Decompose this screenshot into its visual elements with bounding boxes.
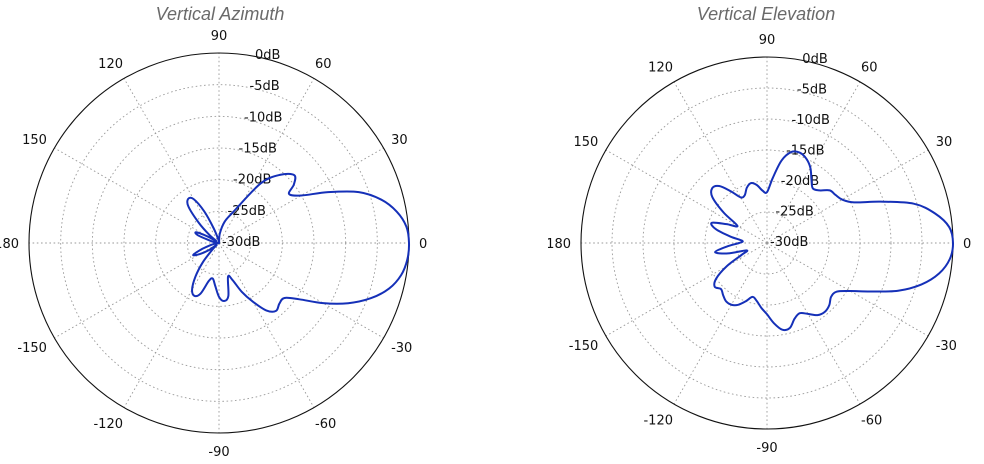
chart-title: Vertical Azimuth bbox=[155, 4, 285, 24]
angle-tick-label: -30 bbox=[391, 341, 412, 356]
grid-spoke bbox=[766, 242, 929, 337]
radial-tick-label: 0dB bbox=[255, 48, 280, 63]
angle-tick-label: -150 bbox=[569, 339, 599, 354]
grid-spoke bbox=[766, 242, 861, 405]
angle-tick-label: 150 bbox=[573, 135, 598, 150]
angle-tick-label: 90 bbox=[759, 33, 776, 48]
radial-tick-label: -5dB bbox=[250, 79, 280, 94]
angle-tick-label: -60 bbox=[315, 417, 336, 432]
radial-tick-label: -15dB bbox=[786, 143, 824, 158]
angle-tick-label: -30 bbox=[936, 339, 957, 354]
grid-spoke bbox=[218, 242, 315, 408]
grid-spoke bbox=[218, 242, 384, 339]
radial-tick-label: -20dB bbox=[781, 174, 819, 189]
angle-tick-label: 30 bbox=[391, 133, 408, 148]
angle-tick-label: 60 bbox=[861, 60, 878, 75]
angle-tick-label: 0 bbox=[419, 237, 427, 252]
angle-tick-label: -120 bbox=[93, 417, 123, 432]
angle-tick-label: 180 bbox=[548, 237, 571, 252]
angle-tick-label: -90 bbox=[756, 441, 777, 456]
grid-spoke bbox=[673, 242, 768, 405]
grid-spoke bbox=[673, 81, 768, 244]
radial-tick-label: -25dB bbox=[775, 205, 813, 220]
radial-tick-label: -5dB bbox=[797, 82, 827, 97]
angle-tick-label: 0 bbox=[963, 237, 971, 252]
grid-ring bbox=[60, 84, 378, 402]
radial-tick-label: -10dB bbox=[792, 113, 830, 128]
grid-ring bbox=[642, 118, 892, 368]
polar-plot: 0 30 60 90 120 150 180 -150 -120 -90 -60 -30 0dB -5dB… bbox=[0, 29, 427, 460]
angle-tick-label: 30 bbox=[936, 135, 953, 150]
angle-tick-label: -90 bbox=[208, 445, 229, 459]
radial-tick-label: -30dB bbox=[222, 235, 260, 250]
angle-tick-label: 120 bbox=[98, 57, 123, 72]
radial-tick-label: 0dB bbox=[802, 52, 827, 67]
angle-tick-label: -60 bbox=[861, 414, 882, 429]
grid-spoke bbox=[54, 147, 220, 244]
angle-tick-label: -120 bbox=[643, 414, 673, 429]
angle-tick-label: -150 bbox=[17, 341, 47, 356]
grid-spoke bbox=[605, 242, 768, 337]
radiation-pattern-line bbox=[186, 172, 411, 313]
radial-tick-label: -30dB bbox=[770, 235, 808, 250]
radial-tick-label: -15dB bbox=[239, 141, 277, 156]
angle-tick-label: 90 bbox=[211, 29, 228, 44]
radiation-pattern-line bbox=[710, 150, 955, 332]
elevation-chart: Vertical Elevation 0 30 60 90 120 150 180 -150 -… bbox=[546, 0, 984, 459]
angle-tick-label: 60 bbox=[315, 57, 332, 72]
grid-ring bbox=[611, 87, 923, 399]
grid-spoke bbox=[766, 149, 929, 244]
grid-ring bbox=[186, 210, 252, 276]
grid-spoke bbox=[605, 149, 768, 244]
radial-tick-label: -20dB bbox=[233, 173, 271, 188]
radial-tick-label: -10dB bbox=[244, 110, 282, 125]
azimuth-chart: Vertical Azimuth 0 30 60 90 120 150 180 -150 -12… bbox=[0, 0, 440, 460]
chart-title: Vertical Elevation bbox=[696, 4, 836, 24]
grid-spoke bbox=[766, 81, 861, 244]
angle-tick-label: 180 bbox=[0, 237, 19, 252]
angle-tick-label: 120 bbox=[648, 60, 673, 75]
grid-spoke bbox=[123, 78, 220, 244]
grid-ring bbox=[123, 147, 315, 339]
angle-tick-label: 150 bbox=[22, 133, 47, 148]
polar-plot: 0 30 60 90 120 150 180 -150 -120 -90 -60 -30 0dB -5dB… bbox=[546, 33, 971, 456]
grid-ring bbox=[704, 180, 830, 306]
